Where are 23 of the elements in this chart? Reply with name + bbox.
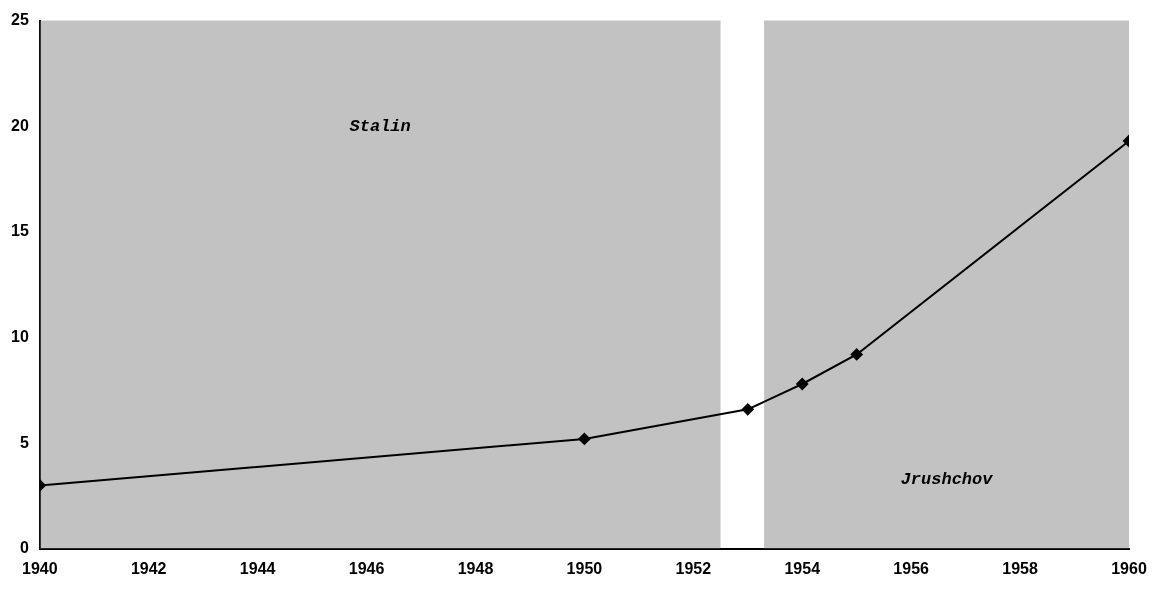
x-tick-label: 1950 [566,559,603,577]
x-tick-label: 1956 [893,559,930,577]
point [796,378,809,390]
y-tick-label: 10 [11,327,29,345]
y-tick-label: 15 [11,222,29,240]
x-tick-label: 1960 [1111,559,1147,577]
x-tick-label: 1948 [457,559,494,577]
point [741,403,754,416]
y-tick-label: 5 [19,433,29,451]
y-tick-label: 0 [19,539,29,557]
point [850,348,863,361]
point [578,432,591,445]
y-tick-label: 20 [11,116,29,134]
band-label: Jrushchov [900,470,994,490]
x-tick-label: 1946 [348,559,385,577]
x-tick-label: 1954 [784,559,821,577]
x-tick-label: 1944 [239,559,276,577]
x-tick-label: 1940 [22,559,58,577]
band-label: Stalin [349,116,411,136]
x-tick-label: 1942 [130,559,167,577]
x-tick-label: 1958 [1002,559,1038,577]
x-tick-label: 1952 [675,559,712,577]
y-tick-label: 25 [11,11,29,29]
